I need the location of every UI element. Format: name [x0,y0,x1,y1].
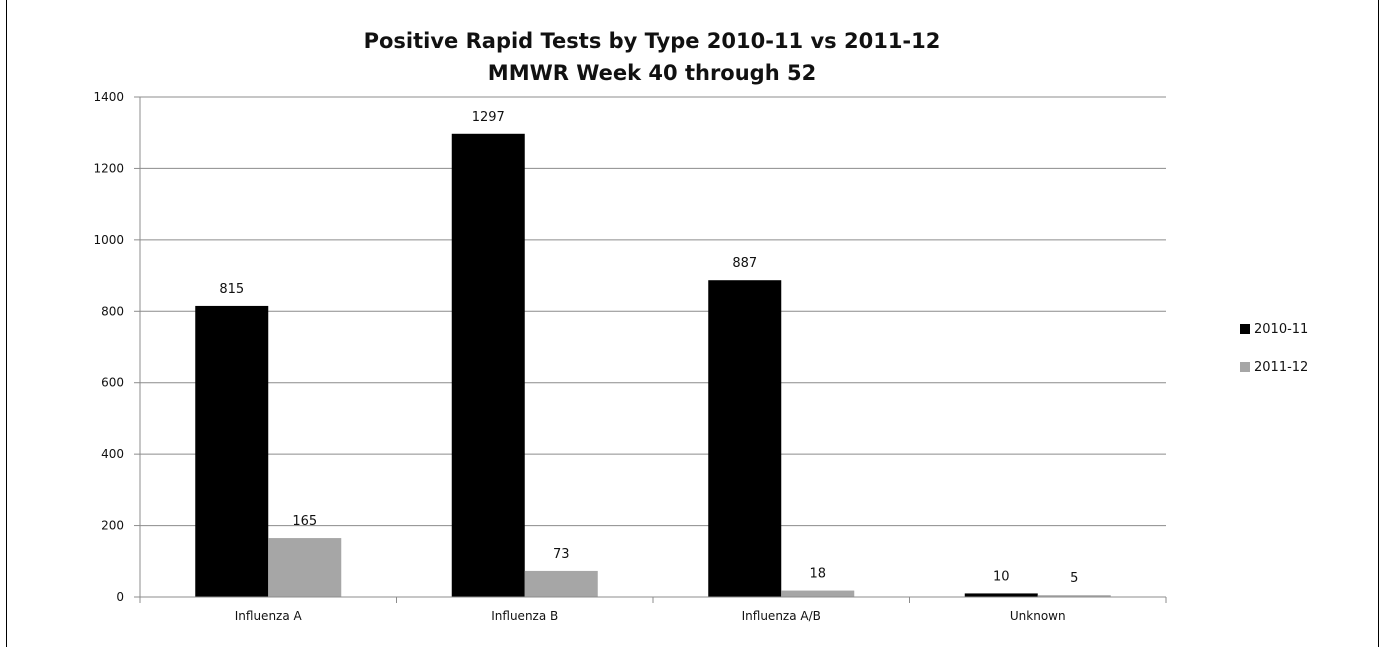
y-tick-label: 600 [101,376,124,390]
legend-label: 2010-11 [1254,322,1308,337]
data-label: 815 [219,282,244,297]
gridlines [140,96,1166,527]
bar-2011-12-unknown [1037,595,1111,597]
bar-2011-12-influenza-a-b [781,590,855,597]
data-label: 1297 [472,110,505,125]
data-label: 165 [292,514,317,529]
legend-swatch [1240,362,1250,372]
bar-2010-11-unknown [964,593,1038,597]
y-tick-label: 1400 [93,90,124,104]
bar-2010-11-influenza-b [451,133,525,598]
x-category-label: Unknown [1010,609,1066,623]
bars: 815 165 1297 73 887 18 10 5 [195,110,1111,598]
y-tick-label: 200 [101,519,124,533]
legend: 2010-11 2011-12 [1240,322,1308,375]
data-label: 10 [993,569,1010,584]
chart-title-line-1: Positive Rapid Tests by Type 2010-11 vs … [364,29,941,53]
bar-2010-11-influenza-a [195,305,269,597]
bar-2010-11-influenza-a-b [708,280,782,597]
y-tick-label: 1200 [93,161,124,175]
chart-title-line-2: MMWR Week 40 through 52 [488,61,816,85]
legend-swatch [1240,324,1250,334]
y-tick-label: 800 [101,304,124,318]
data-label: 887 [732,256,757,271]
bar-2011-12-influenza-a [268,538,342,597]
x-category-label: Influenza A [235,609,303,623]
y-axis: 0 200 400 600 800 1000 1200 1400 [93,90,141,604]
chart-frame [6,0,1379,647]
y-tick-label: 400 [101,447,124,461]
x-axis: Influenza A Influenza B Influenza A/B Unkno… [139,596,1167,623]
y-tick-label: 1000 [93,233,124,247]
y-tick-label: 0 [116,590,124,604]
data-label: 18 [809,567,826,582]
x-category-label: Influenza A/B [742,609,821,623]
x-category-label: Influenza B [491,609,558,623]
data-label: 5 [1070,571,1078,586]
bar-2011-12-influenza-b [524,570,598,597]
legend-label: 2011-12 [1254,360,1308,375]
data-label: 73 [553,547,570,562]
